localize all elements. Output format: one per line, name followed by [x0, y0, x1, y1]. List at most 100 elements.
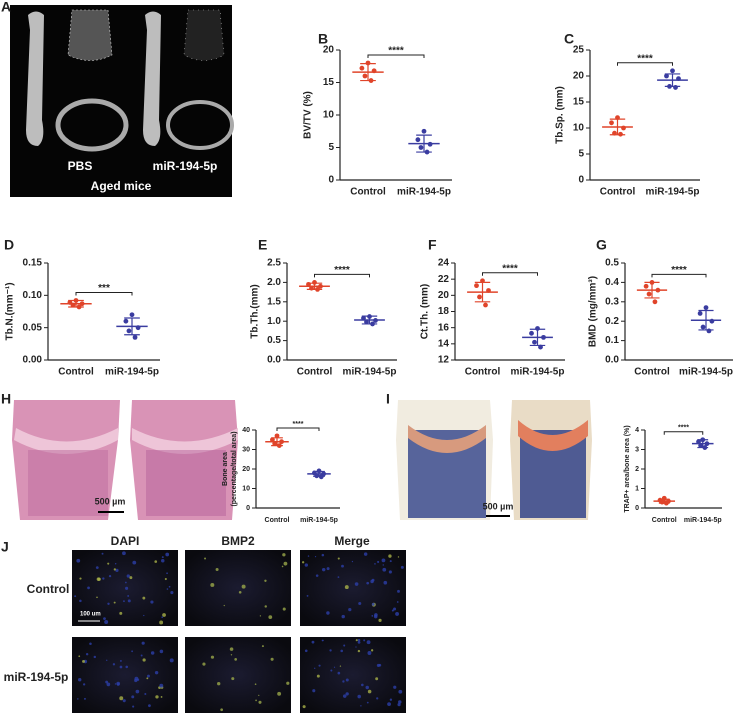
cell-signal: [101, 552, 104, 555]
data-point: [486, 288, 491, 293]
x-tick-label: Control: [600, 187, 636, 198]
cell-signal: [125, 665, 129, 669]
cell-signal: [304, 649, 308, 653]
y-tick-label: 20: [438, 290, 450, 301]
y-tick-label: 0.4: [605, 277, 619, 288]
cell-signal: [357, 649, 361, 653]
cell-signal: [389, 698, 393, 701]
row-label: Control: [27, 582, 70, 596]
cell-signal: [400, 565, 404, 569]
cell-signal: [378, 663, 382, 667]
femur: [143, 11, 161, 146]
y-tick-label: 30: [242, 446, 250, 453]
cell-signal: [85, 652, 89, 656]
data-point: [676, 76, 681, 81]
data-point: [659, 499, 665, 505]
data-point: [132, 334, 138, 340]
significance-label: ****: [388, 46, 404, 57]
cell-signal: [314, 556, 317, 558]
cell-signal: [321, 553, 325, 557]
significance-label: ***: [98, 283, 110, 294]
cell-signal: [241, 584, 246, 589]
cell-signal: [154, 670, 159, 675]
data-point: [421, 128, 427, 134]
cell-signal: [318, 664, 321, 667]
cell-signal: [74, 595, 77, 598]
cell-signal: [77, 698, 79, 700]
column-label: Merge: [334, 534, 370, 548]
significance-bracket: [617, 62, 673, 66]
data-point: [418, 145, 424, 150]
cell-signal: [397, 589, 400, 593]
error-bar: [124, 317, 140, 336]
cell-signal: [146, 677, 149, 680]
y-tick-label: 0.5: [267, 335, 281, 346]
cell-signal: [132, 705, 135, 708]
fluorescence-image: [185, 637, 291, 713]
panel-label: E: [258, 237, 267, 253]
fluorescence-image: [300, 550, 406, 626]
data-point: [316, 468, 322, 474]
cell-signal: [371, 602, 375, 606]
data-point: [535, 326, 540, 331]
cell-signal: [373, 614, 378, 619]
cell-signal: [95, 566, 99, 570]
cell-signal: [378, 618, 382, 622]
y-tick-label: 3: [635, 446, 639, 453]
image-label: PBS: [68, 159, 93, 173]
cell-signal: [82, 659, 85, 663]
significance-bracket: [663, 431, 704, 435]
data-point: [529, 330, 534, 336]
cell-signal: [96, 577, 101, 582]
y-tick-label: 0: [635, 505, 639, 512]
y-axis-label: Tb.N.(mm⁻¹): [5, 282, 16, 340]
panel-label: J: [1, 539, 9, 555]
cell-signal: [93, 655, 97, 659]
data-point: [474, 283, 479, 289]
x-tick-label: miR-194-5p: [646, 187, 700, 198]
significance-label: ****: [502, 263, 518, 274]
y-tick-label: 10: [242, 485, 250, 492]
panel-h: H 500 µm: [1, 391, 238, 520]
cell-signal: [215, 567, 219, 572]
data-point: [279, 439, 284, 445]
cell-signal: [125, 586, 129, 590]
scale-label: 100 um: [80, 612, 101, 618]
y-tick-label: 10: [573, 123, 585, 134]
x-tick-label: Control: [350, 187, 386, 198]
y-tick-label: 1: [635, 485, 639, 492]
cell-signal: [259, 615, 262, 617]
cell-signal: [223, 604, 225, 607]
cell-signal: [343, 644, 346, 647]
panel-label: I: [386, 391, 390, 407]
y-tick-label: 0.10: [23, 290, 43, 301]
significance-label: ****: [334, 265, 350, 276]
cortical-ring: [55, 98, 129, 152]
cell-signal: [393, 685, 397, 689]
y-tick-label: 40: [242, 427, 250, 434]
cell-signal: [321, 567, 326, 572]
data-point: [315, 286, 320, 292]
cell-signal: [361, 683, 364, 687]
x-tick-label: miR-194-5p: [300, 517, 338, 524]
cell-signal: [254, 683, 257, 686]
cell-signal: [397, 556, 400, 558]
cell-signal: [277, 691, 282, 696]
cell-signal: [131, 695, 135, 699]
data-point: [709, 318, 715, 324]
significance-bracket: [276, 427, 320, 431]
data-point: [318, 474, 324, 480]
cell-signal: [154, 560, 158, 563]
cell-signal: [341, 614, 345, 619]
column-label: DAPI: [111, 534, 140, 548]
cortical-ring: [166, 100, 234, 150]
cell-signal: [264, 605, 267, 608]
trap-band: [408, 425, 486, 453]
data-point: [70, 302, 76, 308]
cell-signal: [231, 677, 235, 681]
significance-bracket: [367, 54, 425, 58]
cell-signal: [147, 674, 150, 678]
cell-signal: [114, 683, 117, 685]
growth-plate: [132, 428, 238, 454]
cell-signal: [344, 585, 349, 590]
